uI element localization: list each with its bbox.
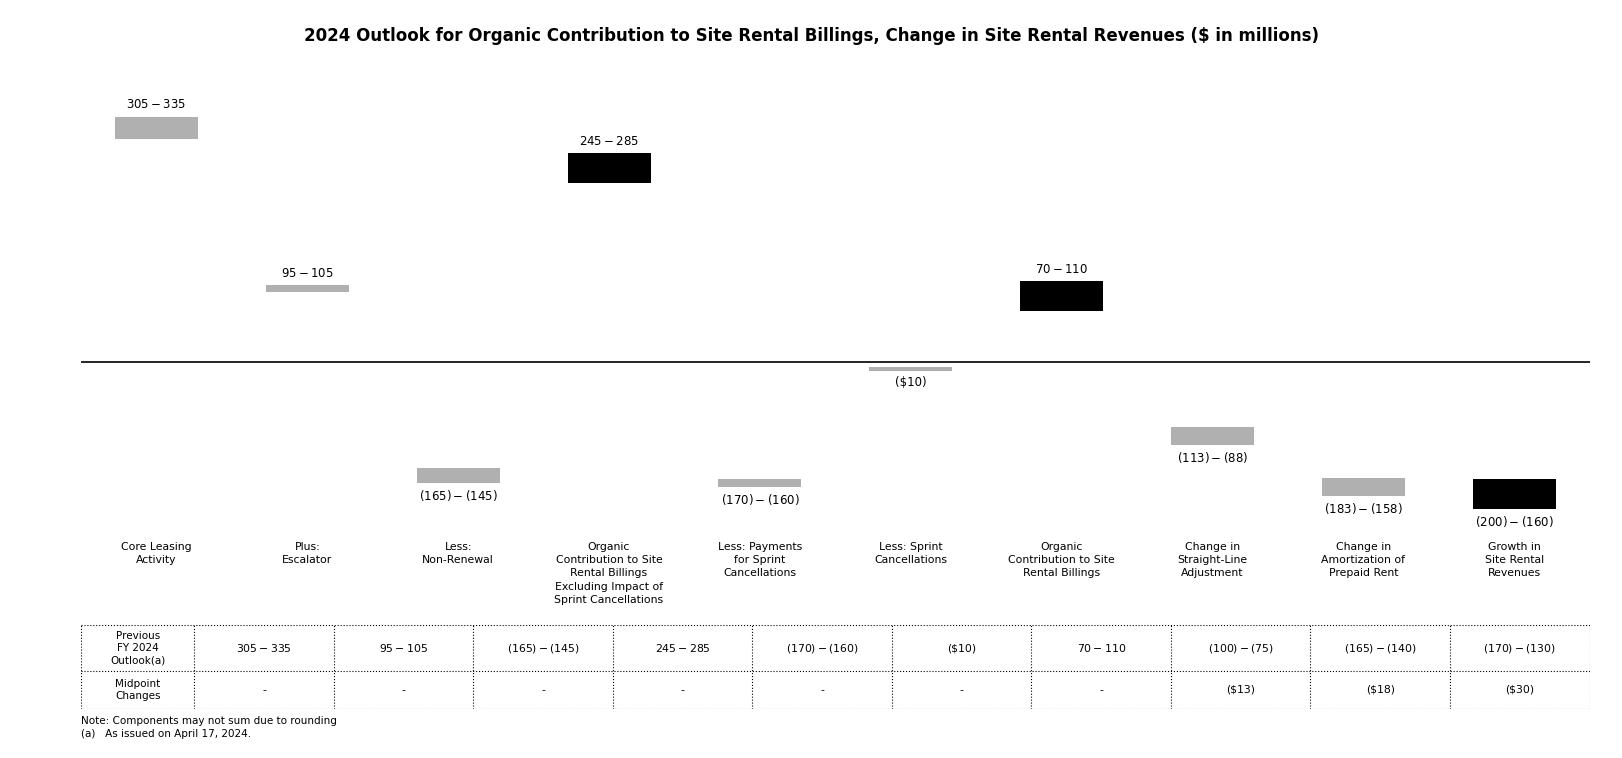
Text: Organic
Contribution to Site
Rental Billings
Excluding Impact of
Sprint Cancella: Organic Contribution to Site Rental Bill… (555, 542, 663, 605)
Bar (1322, 478, 1405, 496)
Text: Growth in
Site Rental
Revenues: Growth in Site Rental Revenues (1484, 542, 1544, 578)
Text: ($170)-($160): ($170)-($160) (720, 492, 800, 507)
Text: (a)   As issued on April 17, 2024.: (a) As issued on April 17, 2024. (81, 729, 251, 739)
Text: -: - (1100, 685, 1103, 695)
Text: ($30): ($30) (1505, 685, 1534, 695)
Text: Plus:
Escalator: Plus: Escalator (282, 542, 333, 565)
Bar (869, 367, 952, 371)
Text: Midpoint
Changes: Midpoint Changes (115, 678, 161, 701)
Text: $245-$285: $245-$285 (579, 135, 639, 148)
Text: ($170)-($130): ($170)-($130) (1484, 642, 1555, 655)
Text: 2024 Outlook for Organic Contribution to Site Rental Billings, Change in Site Re: 2024 Outlook for Organic Contribution to… (303, 27, 1319, 45)
Bar (417, 468, 500, 483)
Text: ($200)-($160): ($200)-($160) (1474, 514, 1554, 529)
Text: -: - (542, 685, 545, 695)
Text: ($165)-($145): ($165)-($145) (418, 488, 498, 503)
Bar (115, 117, 198, 139)
Text: ($18): ($18) (1366, 685, 1395, 695)
Text: ($100)-($75): ($100)-($75) (1208, 642, 1273, 655)
Text: Less:
Non-Renewal: Less: Non-Renewal (422, 542, 495, 565)
Text: $70-$110: $70-$110 (1077, 642, 1126, 654)
Text: -: - (681, 685, 684, 695)
Text: $305-$335: $305-$335 (127, 99, 187, 111)
Bar (1171, 427, 1254, 445)
Bar (1020, 281, 1103, 311)
Text: Less: Payments
for Sprint
Cancellations: Less: Payments for Sprint Cancellations (719, 542, 801, 578)
Text: ($13): ($13) (1226, 685, 1255, 695)
Text: Organic
Contribution to Site
Rental Billings: Organic Contribution to Site Rental Bill… (1009, 542, 1114, 578)
Text: -: - (402, 685, 406, 695)
Bar (568, 153, 650, 183)
Text: -: - (263, 685, 266, 695)
Text: ($113)-($88): ($113)-($88) (1178, 450, 1247, 465)
Text: ($10): ($10) (895, 376, 926, 389)
Text: $70-$110: $70-$110 (1035, 263, 1088, 277)
Text: Previous
FY 2024
Outlook(a): Previous FY 2024 Outlook(a) (110, 631, 165, 666)
Text: Less: Sprint
Cancellations: Less: Sprint Cancellations (874, 542, 947, 565)
Bar (266, 285, 349, 293)
Text: Change in
Straight-Line
Adjustment: Change in Straight-Line Adjustment (1178, 542, 1247, 578)
Text: -: - (821, 685, 824, 695)
Text: Core Leasing
Activity: Core Leasing Activity (122, 542, 191, 565)
Text: ($165)-($140): ($165)-($140) (1343, 642, 1416, 655)
Bar (719, 479, 801, 487)
Bar (1473, 479, 1555, 509)
Text: $305-$335: $305-$335 (237, 642, 292, 654)
Text: $95-$105: $95-$105 (281, 267, 334, 280)
Text: Note: Components may not sum due to rounding: Note: Components may not sum due to roun… (81, 716, 337, 726)
Text: $95-$105: $95-$105 (380, 642, 428, 654)
Text: -: - (960, 685, 963, 695)
Text: ($183)-($158): ($183)-($158) (1324, 501, 1403, 516)
Text: Change in
Amortization of
Prepaid Rent: Change in Amortization of Prepaid Rent (1322, 542, 1405, 578)
Text: ($10): ($10) (947, 644, 976, 653)
Text: $245-$285: $245-$285 (655, 642, 710, 654)
Text: ($170)-($160): ($170)-($160) (785, 642, 858, 655)
Text: ($165)-($145): ($165)-($145) (506, 642, 579, 655)
